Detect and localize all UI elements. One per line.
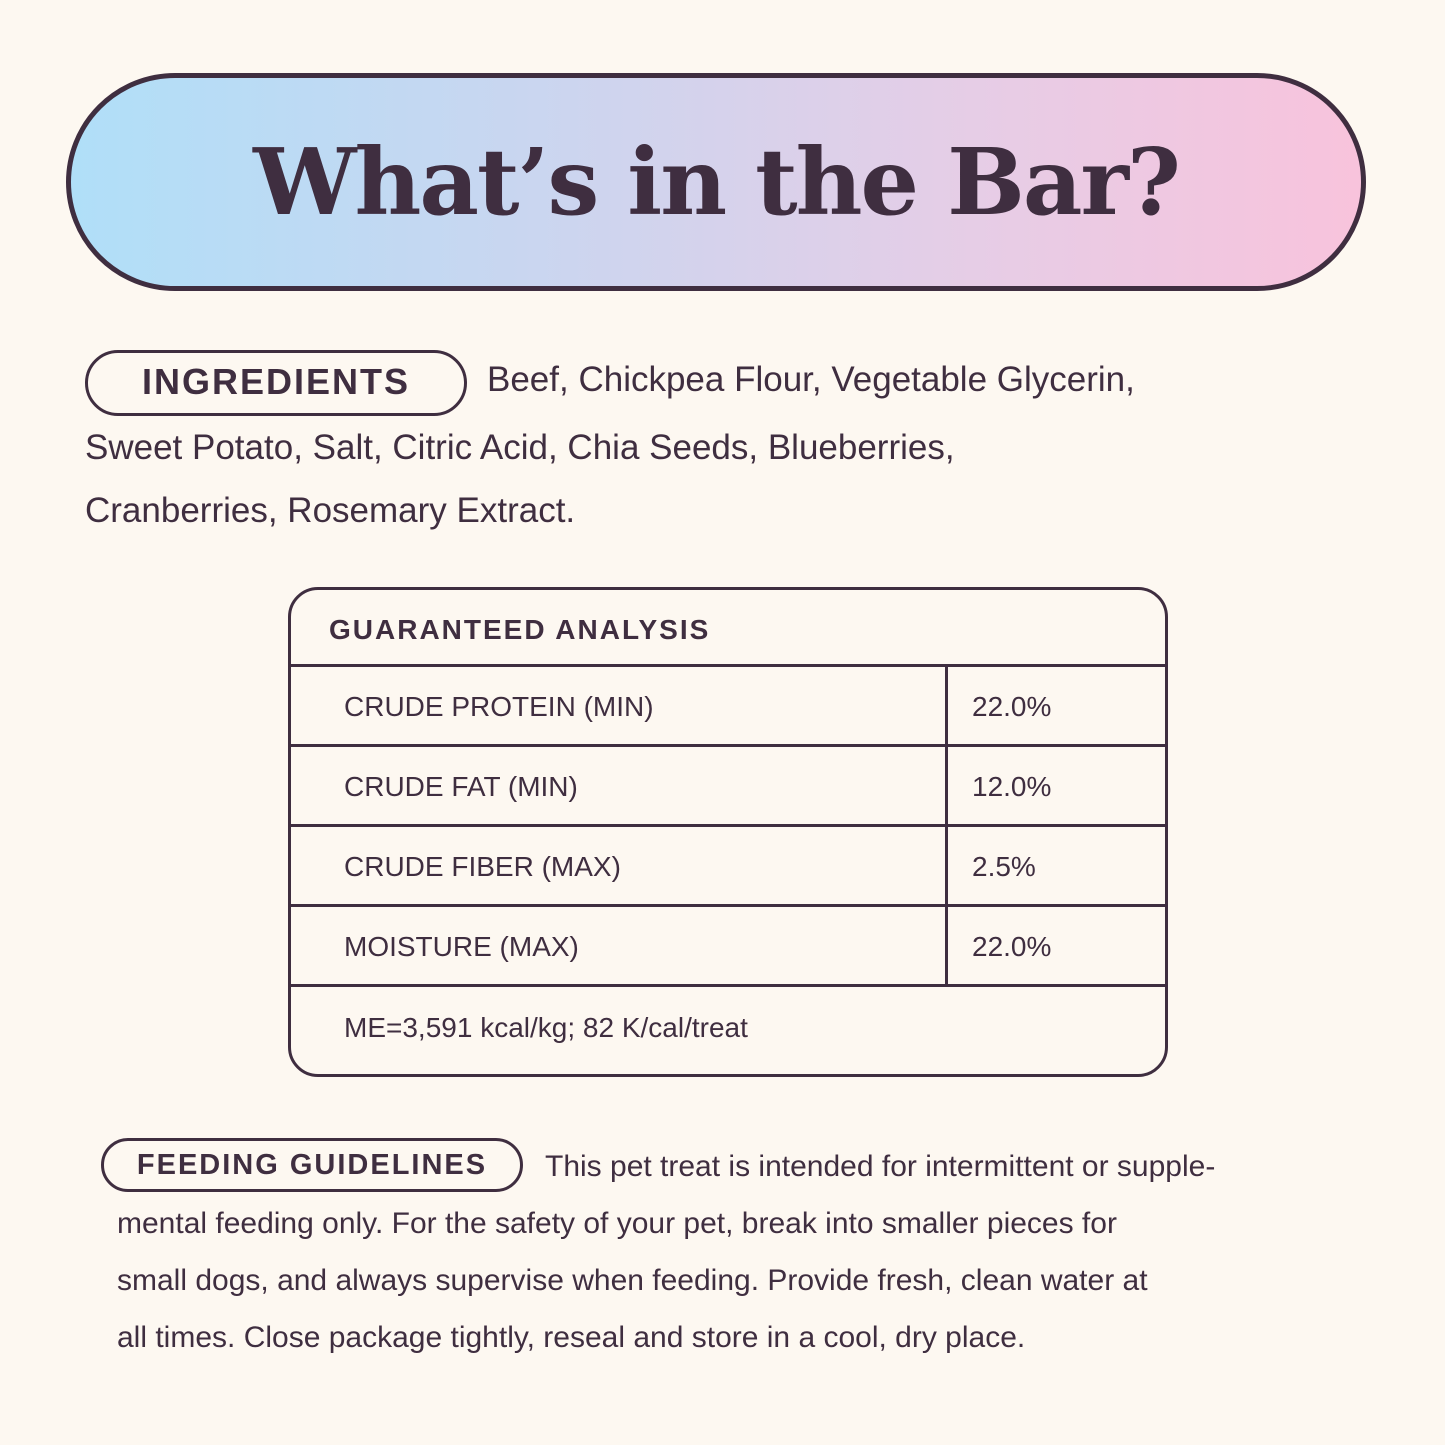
feeding-text-line: all times. Close package tightly, reseal… [117, 1321, 1026, 1354]
table-row: CRUDE PROTEIN (MIN) 22.0% [291, 667, 1165, 747]
row-value: 22.0% [972, 691, 1052, 722]
feeding-text-line: This pet treat is intended for intermitt… [545, 1150, 1216, 1183]
row-value: 22.0% [972, 931, 1052, 962]
table-row: CRUDE FIBER (MAX) 2.5% [291, 827, 1165, 907]
feeding-text-line: mental feeding only. For the safety of y… [117, 1207, 1117, 1240]
row-label: CRUDE FAT (MIN) [291, 747, 948, 824]
table-row: MOISTURE (MAX) 22.0% [291, 907, 1165, 987]
ingredients-text-line: Cranberries, Rosemary Extract. [85, 491, 576, 530]
ingredients-text-line: Sweet Potato, Salt, Citric Acid, Chia Se… [85, 428, 955, 467]
ingredients-text-line: Beef, Chickpea Flour, Vegetable Glycerin… [487, 360, 1135, 399]
row-value: 2.5% [972, 851, 1036, 882]
feeding-guidelines-label: FEEDING GUIDELINES [101, 1138, 523, 1192]
row-label: CRUDE PROTEIN (MIN) [291, 667, 948, 744]
ingredients-section: INGREDIENTS Beef, Chickpea Flour, Vegetab… [85, 348, 1345, 542]
ingredients-label: INGREDIENTS [85, 350, 467, 416]
title-banner: What’s in the Bar? [66, 73, 1366, 291]
feeding-text-line: small dogs, and always supervise when fe… [117, 1264, 1148, 1297]
page-title: What’s in the Bar? [253, 128, 1181, 236]
table-row: CRUDE FAT (MIN) 12.0% [291, 747, 1165, 827]
row-label: MOISTURE (MAX) [291, 907, 948, 984]
guaranteed-analysis-table: GUARANTEED ANALYSIS CRUDE PROTEIN (MIN) … [288, 587, 1168, 1077]
row-value: 12.0% [972, 771, 1052, 802]
row-label: CRUDE FIBER (MAX) [291, 827, 948, 904]
table-footer-energy: ME=3,591 kcal/kg; 82 K/cal/treat [344, 1012, 748, 1043]
table-header: GUARANTEED ANALYSIS [291, 590, 1165, 667]
feeding-guidelines-section: FEEDING GUIDELINES This pet treat is inte… [101, 1138, 1361, 1366]
